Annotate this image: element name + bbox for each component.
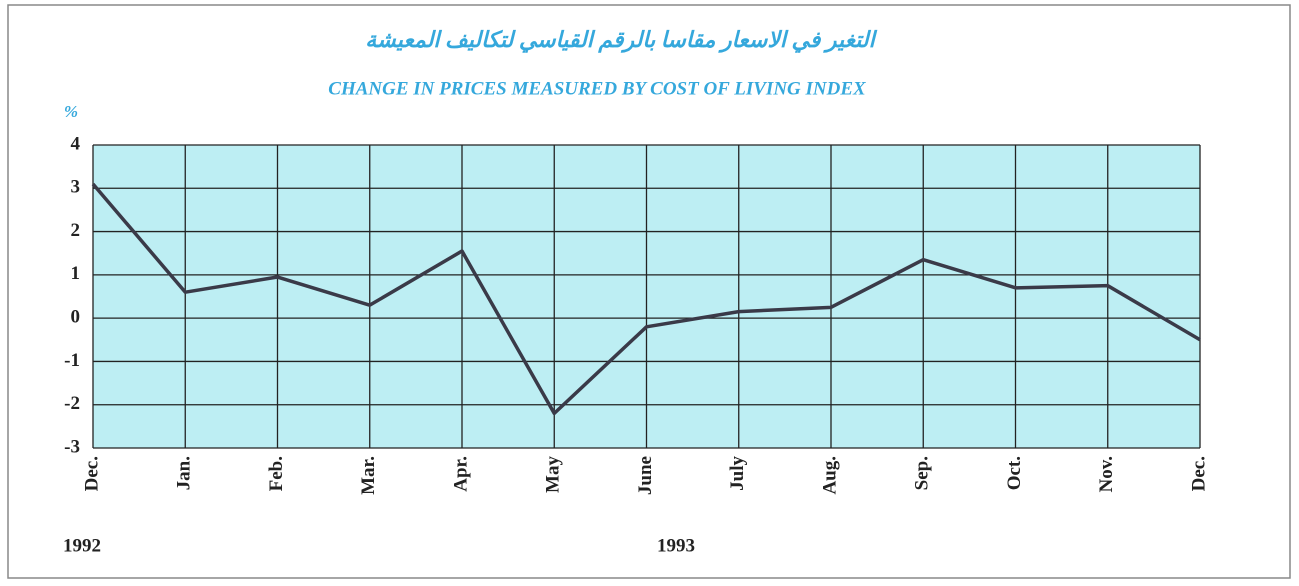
y-tick-label: 0: [71, 307, 81, 328]
chart-title: CHANGE IN PRICES MEASURED BY COST OF LIV…: [328, 78, 867, 99]
y-tick-label: 3: [71, 177, 81, 198]
x-tick-label: Mar.: [358, 456, 379, 495]
x-tick-label: June: [635, 456, 656, 495]
y-tick-label: -1: [64, 350, 80, 371]
x-tick-label: May: [543, 456, 564, 493]
x-tick-label: July: [727, 456, 748, 491]
line: [91, 182, 1201, 416]
x-tick-label: Dec.: [1188, 456, 1209, 491]
y-tick-label: -3: [64, 436, 80, 457]
y-tick-label: 2: [71, 220, 81, 241]
x-tick-label: Feb.: [266, 456, 287, 491]
x-tick-label: Nov.: [1096, 456, 1117, 492]
x-tick-label: Oct.: [1004, 456, 1025, 490]
chart-title-arabic: التغير في الاسعار مقاسا بالرقم القياسي ل…: [365, 27, 877, 53]
x-tick-label: Jan.: [174, 456, 195, 490]
y-tick-label: -2: [64, 393, 80, 414]
x-tick-label: Sep.: [912, 456, 933, 490]
year-label: 1992: [63, 535, 101, 556]
y-tick-label: 4: [71, 133, 81, 154]
x-tick-label: Aug.: [819, 456, 840, 495]
frame: [7, 4, 1291, 579]
year-label: 1993: [657, 535, 695, 556]
y-tick-label: 1: [71, 263, 81, 284]
x-tick-label: Dec.: [81, 456, 102, 491]
x-tick-label: Apr.: [450, 456, 471, 492]
y-axis-label: %: [64, 102, 78, 121]
